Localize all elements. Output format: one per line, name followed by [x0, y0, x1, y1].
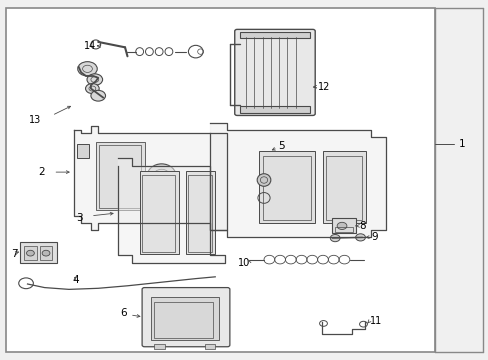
Circle shape [336, 222, 346, 229]
Circle shape [330, 234, 339, 242]
Bar [188, 175, 211, 252]
Text: 4: 4 [73, 275, 80, 285]
Bar [154, 302, 212, 338]
Bar [77, 144, 89, 158]
Bar [140, 171, 178, 253]
Bar [99, 145, 141, 208]
Bar [239, 106, 310, 113]
Text: 5: 5 [278, 141, 285, 151]
Circle shape [91, 90, 105, 101]
Text: 1: 1 [458, 139, 465, 149]
Ellipse shape [147, 164, 176, 189]
Text: 7: 7 [11, 249, 18, 259]
Text: 8: 8 [359, 221, 366, 231]
Circle shape [78, 62, 97, 76]
FancyBboxPatch shape [234, 30, 315, 116]
Bar [326, 156, 361, 220]
Bar [20, 242, 57, 263]
Text: 14: 14 [83, 41, 96, 50]
Bar [204, 344, 215, 348]
Text: 6: 6 [120, 309, 126, 318]
Bar [151, 297, 219, 340]
Bar [185, 171, 215, 253]
Text: 11: 11 [369, 316, 382, 325]
Circle shape [355, 234, 365, 241]
Bar [331, 218, 355, 233]
Polygon shape [118, 158, 224, 263]
Bar [40, 246, 52, 260]
Ellipse shape [257, 174, 270, 186]
Text: 3: 3 [76, 213, 83, 223]
Bar [96, 142, 144, 211]
Bar [263, 156, 310, 220]
Polygon shape [74, 126, 227, 230]
Bar [334, 227, 352, 231]
Bar [322, 151, 366, 223]
Text: 13: 13 [29, 115, 41, 125]
Circle shape [87, 74, 102, 85]
Bar [154, 344, 164, 348]
Circle shape [85, 84, 99, 94]
Bar [142, 175, 175, 252]
Text: 10: 10 [237, 258, 249, 268]
Bar [24, 246, 37, 260]
Bar [5, 8, 434, 352]
Text: 12: 12 [318, 82, 330, 92]
Text: 9: 9 [370, 232, 377, 242]
Bar [259, 151, 315, 223]
Circle shape [26, 250, 34, 256]
Polygon shape [210, 123, 385, 237]
Text: 2: 2 [39, 167, 45, 177]
FancyBboxPatch shape [142, 288, 229, 347]
Circle shape [42, 250, 50, 256]
Bar [239, 32, 310, 39]
